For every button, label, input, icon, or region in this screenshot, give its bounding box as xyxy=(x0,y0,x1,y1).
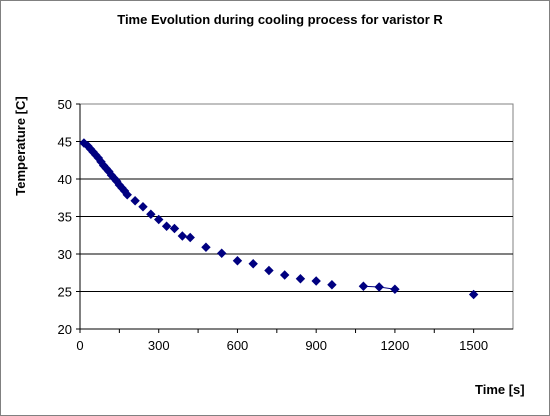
y-axis-ticks: 20 25 30 35 40 45 50 xyxy=(58,97,80,337)
data-markers xyxy=(79,138,479,300)
data-point xyxy=(468,289,479,300)
data-point xyxy=(154,214,164,225)
y-tick-label: 40 xyxy=(58,172,72,187)
data-point xyxy=(358,281,369,291)
data-point xyxy=(146,209,156,219)
x-tick-label: 300 xyxy=(148,338,170,353)
y-tick-label: 35 xyxy=(58,210,72,225)
data-point xyxy=(374,282,384,292)
data-point xyxy=(138,202,148,212)
data-point xyxy=(264,265,274,276)
x-axis-label: Time [s] xyxy=(475,382,525,397)
x-tick-label: 900 xyxy=(305,338,327,353)
y-tick-label: 25 xyxy=(58,285,72,300)
data-point xyxy=(248,259,258,269)
data-point xyxy=(201,242,211,252)
data-point xyxy=(232,256,243,266)
y-tick-label: 20 xyxy=(58,322,72,337)
x-tick-label: 1200 xyxy=(380,338,409,353)
data-point xyxy=(327,280,337,290)
x-axis-ticks: 0 300 600 900 1200 1500 xyxy=(76,104,513,353)
y-axis-label: Temperature [C] xyxy=(13,96,28,195)
data-point xyxy=(161,221,172,231)
data-point xyxy=(311,276,321,286)
data-point xyxy=(177,231,188,241)
y-tick-label: 30 xyxy=(58,247,72,262)
x-tick-label: 600 xyxy=(227,338,249,353)
data-point xyxy=(217,248,227,258)
y-tick-label: 45 xyxy=(58,135,72,150)
data-point xyxy=(130,196,140,206)
x-tick-label: 0 xyxy=(76,338,83,353)
y-tick-label: 50 xyxy=(58,97,72,112)
data-point xyxy=(185,232,195,243)
data-point xyxy=(390,284,400,294)
chart-title: Time Evolution during cooling process fo… xyxy=(117,12,443,27)
data-point xyxy=(295,274,306,284)
data-point xyxy=(279,270,290,280)
data-point xyxy=(122,190,132,200)
data-point xyxy=(169,223,180,234)
x-tick-label: 1500 xyxy=(459,338,488,353)
gridlines xyxy=(80,141,513,292)
